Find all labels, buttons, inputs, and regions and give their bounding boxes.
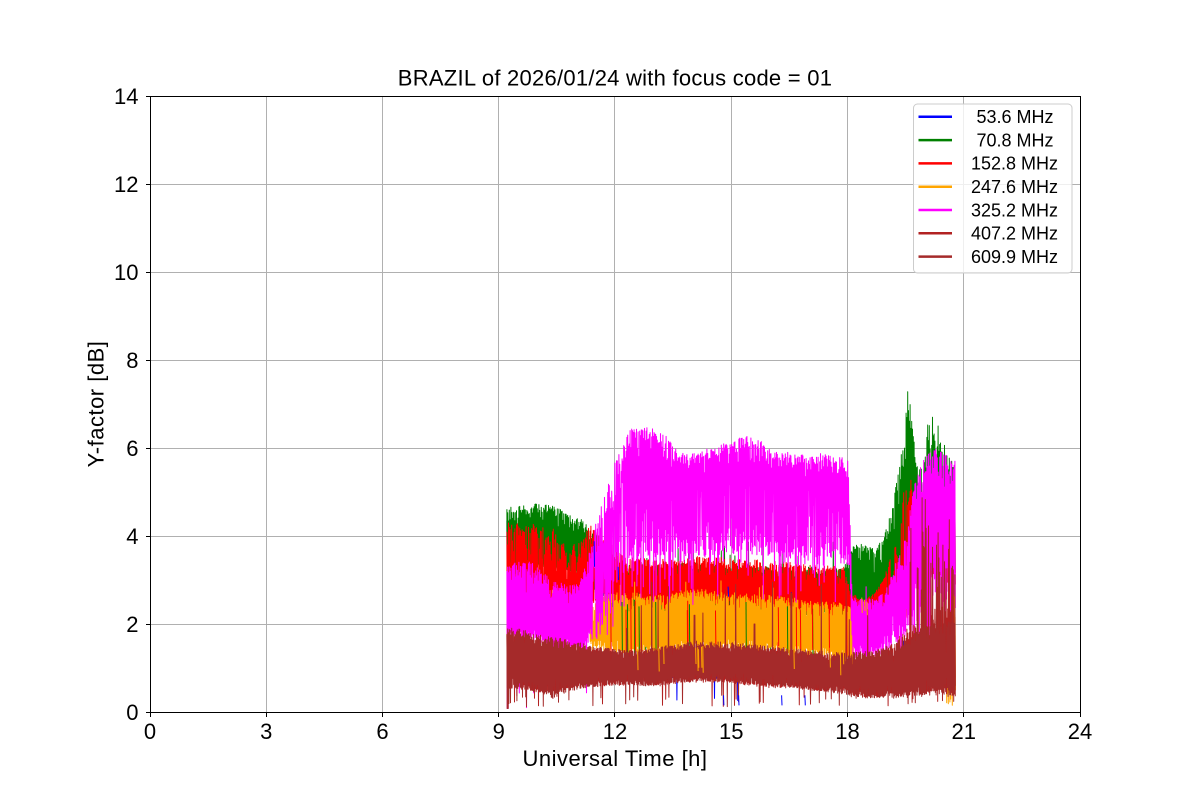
svg-text:18: 18	[835, 719, 859, 744]
svg-text:609.9 MHz: 609.9 MHz	[971, 247, 1058, 267]
svg-text:12: 12	[603, 719, 627, 744]
svg-text:Universal Time [h]: Universal Time [h]	[522, 746, 707, 771]
svg-text:12: 12	[114, 172, 138, 197]
svg-text:53.6 MHz: 53.6 MHz	[977, 107, 1054, 127]
svg-text:70.8 MHz: 70.8 MHz	[977, 130, 1054, 150]
svg-text:4: 4	[126, 524, 138, 549]
svg-text:0: 0	[126, 700, 138, 725]
svg-text:BRAZIL of 2026/01/24 with focu: BRAZIL of 2026/01/24 with focus code = 0…	[398, 66, 832, 91]
svg-text:Y-factor [dB]: Y-factor [dB]	[84, 341, 109, 468]
svg-text:14: 14	[114, 84, 138, 109]
svg-text:9: 9	[493, 719, 505, 744]
svg-text:21: 21	[952, 719, 976, 744]
svg-text:152.8 MHz: 152.8 MHz	[971, 154, 1058, 174]
svg-text:24: 24	[1068, 719, 1092, 744]
svg-text:10: 10	[114, 260, 138, 285]
svg-text:325.2 MHz: 325.2 MHz	[971, 200, 1058, 220]
svg-text:247.6 MHz: 247.6 MHz	[971, 177, 1058, 197]
svg-text:2: 2	[126, 612, 138, 637]
svg-text:6: 6	[126, 436, 138, 461]
svg-text:6: 6	[376, 719, 388, 744]
svg-text:3: 3	[260, 719, 272, 744]
svg-text:0: 0	[144, 719, 156, 744]
svg-text:407.2 MHz: 407.2 MHz	[971, 224, 1058, 244]
svg-text:8: 8	[126, 348, 138, 373]
svg-text:15: 15	[719, 719, 743, 744]
